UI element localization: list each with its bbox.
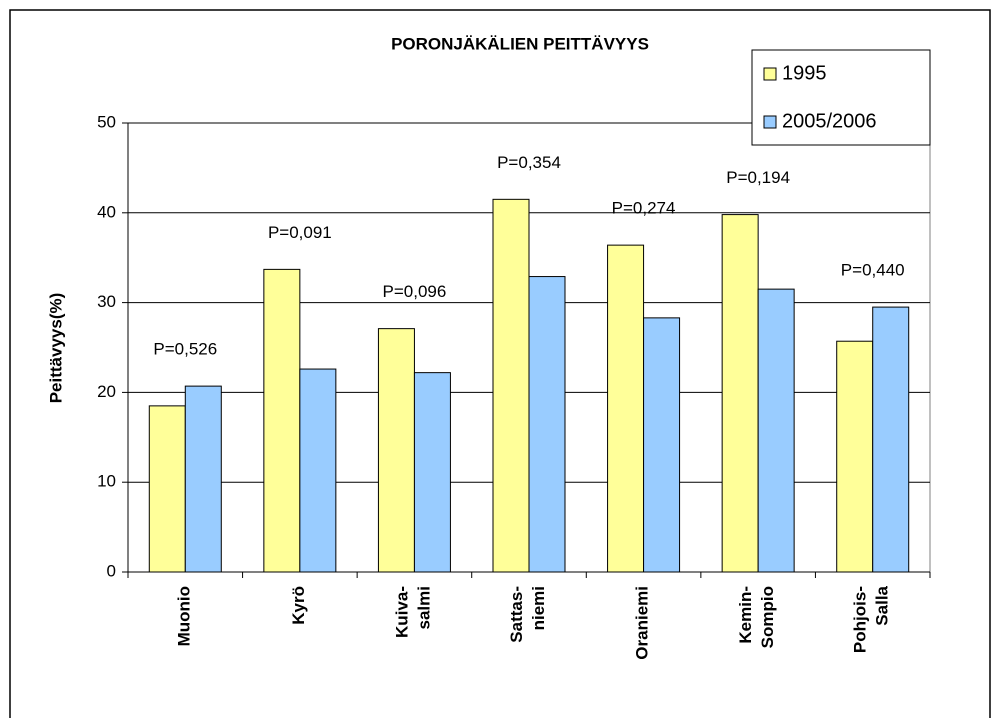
- bar: [528, 276, 566, 573]
- y-tick-label: 30: [97, 292, 116, 311]
- legend-label: 1995: [782, 62, 827, 84]
- x-tick-label: Kemin- Sompio: [737, 586, 778, 648]
- bar: [643, 317, 681, 573]
- bar: [299, 368, 337, 573]
- y-tick-label: 20: [97, 382, 116, 401]
- bar: [607, 244, 645, 573]
- bar: [721, 214, 759, 573]
- bar: [263, 268, 301, 573]
- legend-label: 2005/2006: [782, 110, 877, 132]
- x-tick-label: Pohjois- Salla: [851, 585, 892, 653]
- bar: [836, 340, 874, 573]
- x-tick-label: Kuiva-salmi: [393, 586, 434, 638]
- x-tick-label: Oraniemi: [633, 586, 652, 660]
- annotation: P=0,440: [841, 261, 905, 280]
- bar: [872, 306, 910, 573]
- bar: [148, 405, 186, 573]
- y-tick-label: 0: [107, 561, 116, 580]
- bar: [184, 385, 222, 573]
- chart-title: PORONJÄKÄLIEN PEITTÄVYYS: [391, 34, 649, 53]
- annotation: P=0,091: [268, 223, 332, 242]
- bar: [413, 372, 451, 573]
- annotation: P=0,096: [383, 282, 447, 301]
- annotation: P=0,274: [612, 199, 676, 218]
- annotation: P=0,526: [153, 340, 217, 359]
- y-axis-label: Peittävyys(%): [46, 293, 65, 404]
- legend-swatch: [763, 67, 777, 81]
- x-tick-label: Kyrö: [289, 586, 308, 625]
- x-tick-label: Muonio: [175, 586, 194, 646]
- bar: [757, 288, 795, 573]
- annotation: P=0,354: [497, 153, 561, 172]
- legend: [751, 49, 931, 146]
- legend-swatch: [763, 115, 777, 129]
- y-tick-label: 50: [97, 112, 116, 131]
- y-tick-label: 10: [97, 472, 116, 491]
- bar: [377, 328, 415, 573]
- bar: [492, 198, 530, 573]
- annotation: P=0,194: [726, 168, 790, 187]
- y-tick-label: 40: [97, 202, 116, 221]
- x-tick-label: Sattas-niemi: [507, 586, 548, 643]
